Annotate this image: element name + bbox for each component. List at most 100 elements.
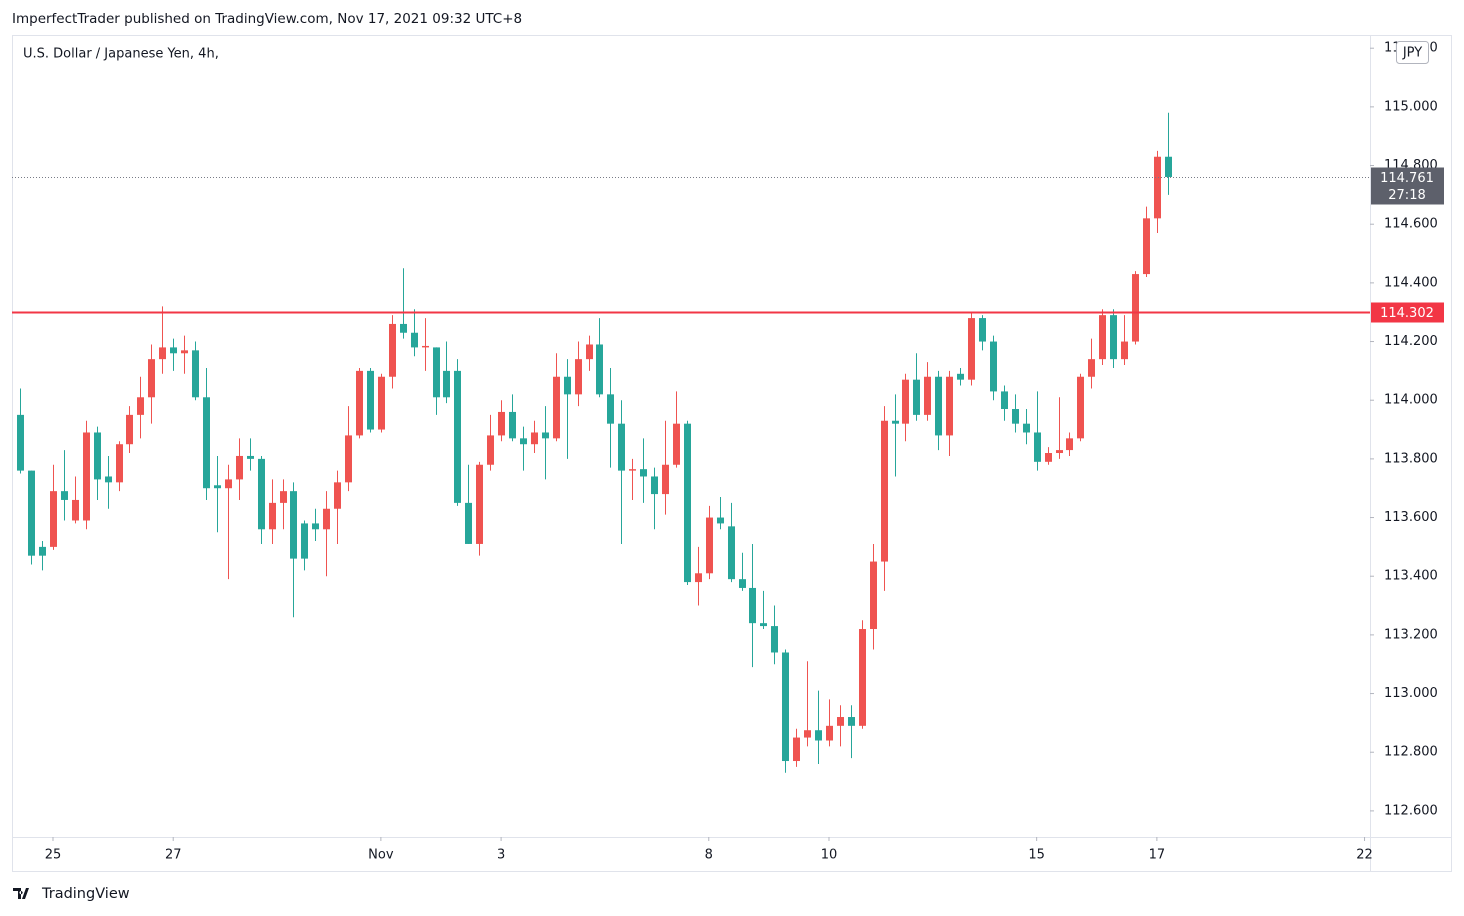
x-tick-label: 15 [1028, 848, 1045, 863]
candle-body [793, 737, 800, 762]
x-tick-label: 22 [1356, 848, 1373, 863]
candle-body [356, 370, 363, 436]
x-tick-label: 3 [497, 848, 505, 863]
candle-body [39, 546, 46, 556]
countdown: 27:18 [1388, 188, 1425, 203]
candle-body [225, 479, 232, 489]
candle-body [214, 485, 221, 489]
candle-body [990, 341, 997, 392]
candle-body [181, 350, 188, 354]
candle-body [531, 432, 538, 445]
candle-body [924, 376, 931, 415]
candle-body [203, 397, 210, 489]
candle-body [957, 373, 964, 380]
y-tick-label: 112.600 [1384, 803, 1438, 818]
candle-body [913, 379, 920, 415]
candle-body [1001, 391, 1008, 410]
candle-body [881, 420, 888, 562]
candle-body [345, 435, 352, 483]
y-tick-label: 114.400 [1384, 275, 1438, 290]
candle-body [607, 394, 614, 424]
candle-body [848, 717, 855, 726]
y-tick-label: 113.200 [1384, 627, 1438, 642]
y-tick-label: 113.000 [1384, 686, 1438, 701]
candle-body [946, 376, 953, 436]
footer-logo: TradingView [13, 886, 130, 902]
candle-body [1077, 376, 1084, 439]
candle-body [454, 370, 461, 503]
candle-body [651, 476, 658, 495]
y-tick-label: 114.000 [1384, 393, 1438, 408]
candle-body [105, 476, 112, 483]
candle-body [498, 411, 505, 436]
candle-body [771, 626, 778, 653]
price-badge [1371, 302, 1444, 323]
candle-body [411, 332, 418, 348]
chart-title: U.S. Dollar / Japanese Yen, 4h, [23, 47, 219, 62]
candle-body [334, 482, 341, 509]
candle-body [815, 730, 822, 741]
candle-body [1132, 274, 1139, 342]
x-tick-label: Nov [368, 848, 394, 863]
candle-body [269, 502, 276, 530]
candle-body [870, 561, 877, 630]
y-tick-label: 113.400 [1384, 569, 1438, 584]
candle-body [389, 323, 396, 377]
candle-body [61, 491, 68, 500]
candle-body [422, 345, 429, 348]
candle-body [586, 344, 593, 360]
candle-body [126, 414, 133, 445]
currency-badge [1396, 41, 1429, 64]
candle-body [706, 517, 713, 574]
header: ImperfectTrader published on TradingView… [12, 11, 522, 27]
currency-label: JPY [1402, 46, 1422, 61]
candle-body [476, 464, 483, 544]
candle-body [575, 359, 582, 395]
candle-body [465, 502, 472, 544]
y-tick-label: 114.600 [1384, 217, 1438, 232]
candle-body [1056, 450, 1063, 454]
candle-body [717, 517, 724, 524]
candle-body [1154, 156, 1161, 219]
candle-body [618, 423, 625, 471]
candle-body [1023, 423, 1030, 433]
candle-body [542, 432, 549, 439]
candle-body [629, 469, 636, 471]
candle-body [247, 455, 254, 459]
candle-body [902, 379, 909, 424]
candle-body [116, 444, 123, 483]
candle-body [1045, 453, 1052, 462]
x-tick-label: 10 [821, 848, 838, 863]
candle-body [28, 470, 35, 556]
candle-body [728, 526, 735, 580]
candle-body [520, 438, 527, 445]
candle-body [94, 432, 101, 480]
candle-body [1121, 341, 1128, 360]
x-tick-label: 25 [45, 848, 62, 863]
plot [17, 112, 1172, 773]
candle-body [148, 359, 155, 398]
candle-body [979, 318, 986, 342]
candle-body [1110, 315, 1117, 360]
candle-body [553, 376, 560, 439]
candle-body [400, 323, 407, 333]
candle-body [1034, 432, 1041, 462]
y-tick-label: 112.800 [1384, 745, 1438, 760]
candle-body [826, 725, 833, 741]
candle-body [170, 347, 177, 354]
candle-body [662, 464, 669, 495]
candle-body [192, 350, 199, 398]
candle-body [378, 376, 385, 430]
candle-body [159, 347, 166, 360]
candle-body [596, 344, 603, 395]
candle-body [640, 469, 647, 477]
candle-body [290, 491, 297, 559]
candle-body [487, 435, 494, 465]
candle-body [433, 347, 440, 398]
logo-icon [13, 888, 29, 899]
candle-body [258, 458, 265, 530]
candle-body [509, 411, 516, 439]
candle-body [1088, 359, 1095, 377]
